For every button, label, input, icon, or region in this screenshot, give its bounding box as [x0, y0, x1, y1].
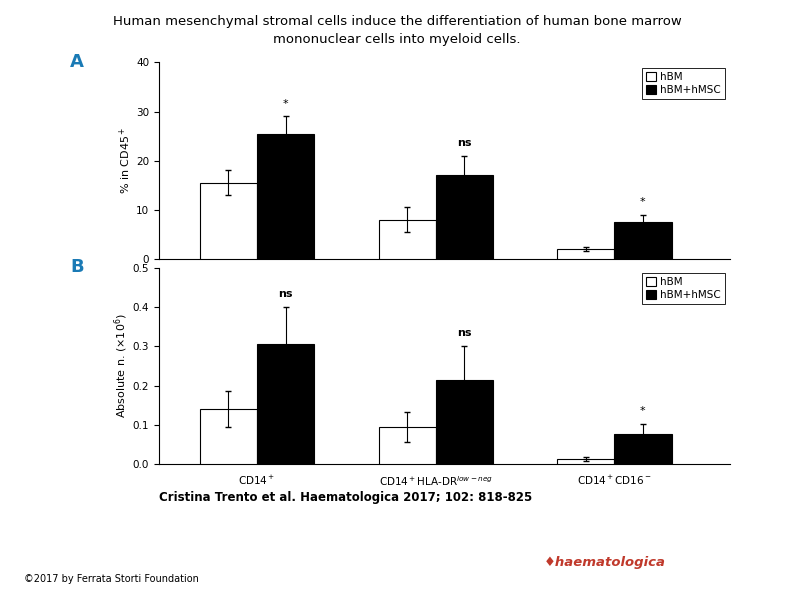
Text: *: *: [640, 406, 646, 416]
Text: ns: ns: [457, 328, 472, 339]
Bar: [379, 220, 436, 259]
Bar: [379, 427, 436, 464]
Bar: [200, 409, 257, 464]
Text: ns: ns: [457, 138, 472, 148]
Bar: [557, 249, 615, 259]
Text: ©2017 by Ferrata Storti Foundation: ©2017 by Ferrata Storti Foundation: [24, 574, 198, 584]
Text: mononuclear cells into myeloid cells.: mononuclear cells into myeloid cells.: [273, 33, 521, 46]
Bar: [257, 345, 314, 464]
Text: A: A: [70, 53, 84, 71]
Bar: [200, 183, 257, 259]
Bar: [257, 134, 314, 259]
Y-axis label: Absolute n. (×10$^6$): Absolute n. (×10$^6$): [112, 314, 129, 418]
Text: B: B: [70, 258, 84, 276]
Text: Cristina Trento et al. Haematologica 2017; 102: 818-825: Cristina Trento et al. Haematologica 201…: [159, 491, 532, 504]
Bar: [615, 434, 672, 464]
Text: Human mesenchymal stromal cells induce the differentiation of human bone marrow: Human mesenchymal stromal cells induce t…: [113, 15, 681, 28]
Text: *: *: [640, 197, 646, 207]
Bar: [436, 380, 493, 464]
Bar: [615, 222, 672, 259]
Bar: [436, 176, 493, 259]
Legend: hBM, hBM+hMSC: hBM, hBM+hMSC: [642, 273, 725, 305]
Text: ns: ns: [279, 289, 293, 299]
Text: ♦haematologica: ♦haematologica: [544, 556, 666, 569]
Bar: [557, 459, 615, 464]
Y-axis label: % in CD45$^+$: % in CD45$^+$: [118, 127, 133, 195]
Legend: hBM, hBM+hMSC: hBM, hBM+hMSC: [642, 68, 725, 99]
Text: *: *: [283, 99, 288, 109]
